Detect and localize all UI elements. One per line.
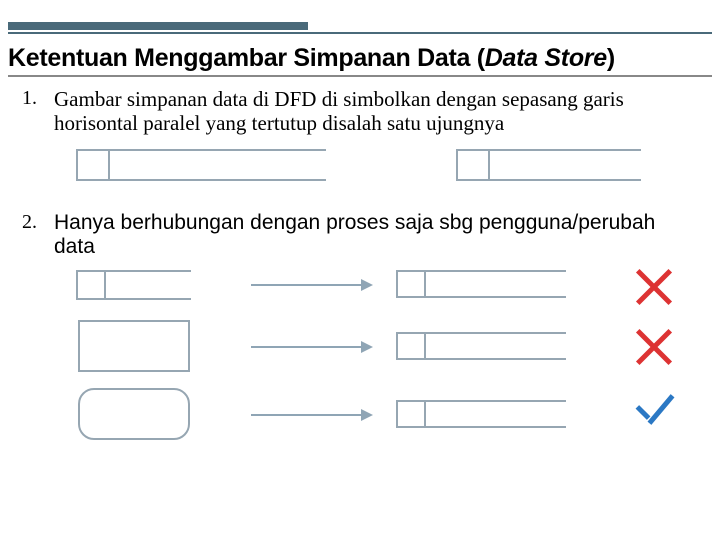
list-item: 1. Gambar simpanan data di DFD di simbol… [22, 87, 690, 135]
item-number: 1. [22, 87, 54, 135]
datastore-shape [76, 149, 326, 181]
source-entity-shape [78, 320, 190, 372]
item-text: Gambar simpanan data di DFD di simbolkan… [54, 87, 690, 135]
item-text: Hanya berhubungan dengan proses saja sbg… [54, 211, 690, 259]
datastore-divider [424, 402, 426, 426]
diagram-datastore-symbols [76, 143, 690, 197]
diagram-connection-rules [76, 268, 690, 478]
content-list: 1. Gambar simpanan data di DFD di simbol… [0, 81, 720, 478]
accent-band [8, 22, 308, 30]
top-spacer [0, 0, 720, 18]
arrow-icon [251, 346, 371, 348]
datastore-divider [424, 272, 426, 296]
title-underline [8, 75, 712, 77]
arrow-icon [251, 414, 371, 416]
datastore-divider [488, 151, 490, 179]
title-close: ) [607, 44, 615, 72]
datastore-divider [424, 334, 426, 358]
datastore-divider [104, 272, 106, 298]
datastore-divider [108, 151, 110, 179]
correct-icon [631, 392, 681, 432]
datastore-shape [456, 149, 641, 181]
target-datastore-shape [396, 400, 566, 428]
arrow-icon [251, 284, 371, 286]
list-item: 2. Hanya berhubungan dengan proses saja … [22, 211, 690, 259]
source-datastore-shape [76, 270, 191, 300]
item-number: 2. [22, 211, 54, 259]
source-process-shape [78, 388, 190, 440]
wrong-icon [631, 324, 677, 370]
target-datastore-shape [396, 332, 566, 360]
title-text: Ketentuan Menggambar Simpanan Data ( [8, 44, 485, 72]
target-datastore-shape [396, 270, 566, 298]
title-italic: Data Store [485, 44, 607, 72]
slide-title: Ketentuan Menggambar Simpanan Data (Data… [0, 34, 720, 75]
wrong-icon [631, 264, 677, 310]
